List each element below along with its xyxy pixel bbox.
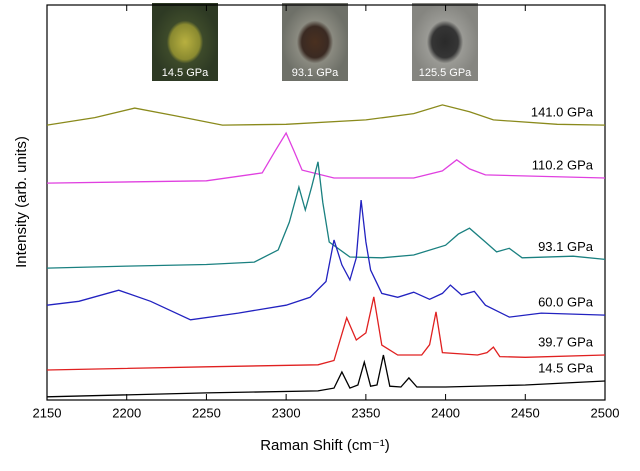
- spectrum: [46, 200, 606, 321]
- spectrum: [46, 296, 606, 371]
- series-label: 141.0 GPa: [531, 105, 594, 120]
- x-tick-label: 2450: [511, 405, 540, 420]
- spectrum: [46, 131, 606, 184]
- inset-photo: [152, 3, 218, 81]
- series-label: 14.5 GPa: [538, 360, 594, 375]
- x-tick-label: 2250: [192, 405, 221, 420]
- spectrum: [46, 104, 606, 126]
- plot-frame: [46, 4, 606, 401]
- inset-label: 125.5 GPa: [419, 67, 472, 79]
- x-tick-label: 2200: [112, 405, 141, 420]
- spectrum: [46, 161, 606, 269]
- x-tick-label: 2300: [272, 405, 301, 420]
- inset-photo: [412, 3, 478, 81]
- series-label: 110.2 GPa: [532, 157, 594, 172]
- series-label: 93.1 GPa: [538, 239, 594, 254]
- x-axis-label: Raman Shift (cm⁻¹): [260, 437, 390, 454]
- inset-label: 14.5 GPa: [162, 67, 209, 79]
- inset-label: 93.1 GPa: [292, 67, 339, 79]
- series-label: 60.0 GPa: [538, 295, 594, 310]
- spectrum: [46, 354, 606, 398]
- x-tick-label: 2350: [351, 405, 380, 420]
- inset-photo: [282, 3, 348, 81]
- x-tick-label: 2500: [591, 405, 620, 420]
- series-label: 39.7 GPa: [538, 334, 594, 349]
- y-axis-label: Intensity (arb. units): [13, 136, 30, 268]
- x-tick-label: 2150: [33, 405, 62, 420]
- x-tick-label: 2400: [431, 405, 460, 420]
